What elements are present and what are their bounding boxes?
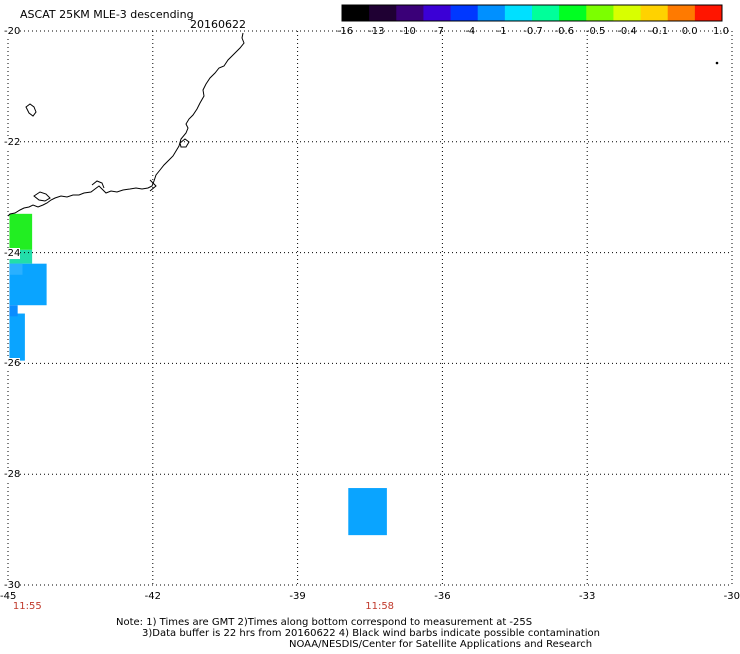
latitude-label: -24 <box>4 247 21 259</box>
colorbar-segment <box>613 5 642 21</box>
longitude-label: -36 <box>434 591 451 602</box>
map-title: ASCAT 25KM MLE-3 descending <box>20 8 194 21</box>
colorbar-label: -0.4 <box>617 26 637 37</box>
colorbar-segment <box>586 5 614 21</box>
colorbar-label: -13 <box>368 26 385 37</box>
colorbar-label: -0.1 <box>648 26 669 37</box>
colorbar-segment <box>423 5 452 21</box>
longitude-label: -39 <box>289 591 306 602</box>
colorbar-label: 1.0 <box>713 26 729 37</box>
colorbar-label: 0.0 <box>681 26 698 37</box>
colorbar-segment <box>694 5 723 21</box>
longitude-label: -42 <box>144 591 161 602</box>
colorbar-label: -0.5 <box>585 26 606 37</box>
colorbar-segment <box>342 5 370 21</box>
coastline <box>7 32 719 217</box>
note-line-1: Note: 1) Times are GMT 2)Times along bot… <box>116 617 533 628</box>
coastline-island-ilha-grande <box>33 191 51 202</box>
colorbar-segment <box>640 5 669 21</box>
grid-lines <box>7 30 733 586</box>
coastline-lagoon <box>179 138 190 148</box>
note-line-2: 3)Data buffer is 22 hrs from 20160622 4)… <box>142 628 600 639</box>
colorbar-frame <box>341 4 723 22</box>
colorbar <box>341 4 723 22</box>
colorbar-segment <box>477 5 506 21</box>
colorbar-segment <box>450 5 479 21</box>
data-cell <box>9 313 25 361</box>
data-cell <box>9 305 18 317</box>
colorbar-label: -0.6 <box>554 26 575 37</box>
colorbar-segment <box>667 5 696 21</box>
colorbar-label: -1 <box>496 26 507 37</box>
longitude-label: -45 <box>0 591 17 602</box>
measurement-time-label: 11:55 <box>12 601 42 612</box>
colorbar-segment <box>504 5 533 21</box>
data-cell <box>9 213 33 250</box>
data-cell <box>9 263 23 275</box>
measurement-time-label: 11:58 <box>365 601 395 612</box>
island-dot <box>715 61 719 65</box>
coastline-bay-detail <box>91 180 105 189</box>
colorbar-label: -16 <box>336 26 354 37</box>
colorbar-segment <box>559 5 587 21</box>
colorbar-label: -10 <box>399 26 416 37</box>
latitude-label: -20 <box>4 26 21 37</box>
coastline-mainland <box>7 32 245 217</box>
colorbar-segment <box>369 5 397 21</box>
longitude-label: -30 <box>723 591 740 602</box>
colorbar-segment <box>532 5 560 21</box>
note-line-3: NOAA/NESDIS/Center for Satellite Applica… <box>289 639 593 650</box>
colorbar-label: -4 <box>465 26 476 37</box>
coastline-cape <box>149 179 157 192</box>
longitude-label: -33 <box>579 591 596 602</box>
map-date: 20160622 <box>190 18 246 31</box>
latitude-label: -22 <box>4 136 21 148</box>
colorbar-segment <box>396 5 424 21</box>
colorbar-label: -7 <box>434 26 444 37</box>
data-cell <box>348 488 387 536</box>
latitude-label: -28 <box>4 469 21 481</box>
latitude-label: -26 <box>4 358 21 370</box>
coastline-inland-lake <box>25 103 37 117</box>
colorbar-label: -0.7 <box>523 26 543 37</box>
data-cells-layer <box>9 213 387 536</box>
latitude-label: -30 <box>4 580 21 591</box>
